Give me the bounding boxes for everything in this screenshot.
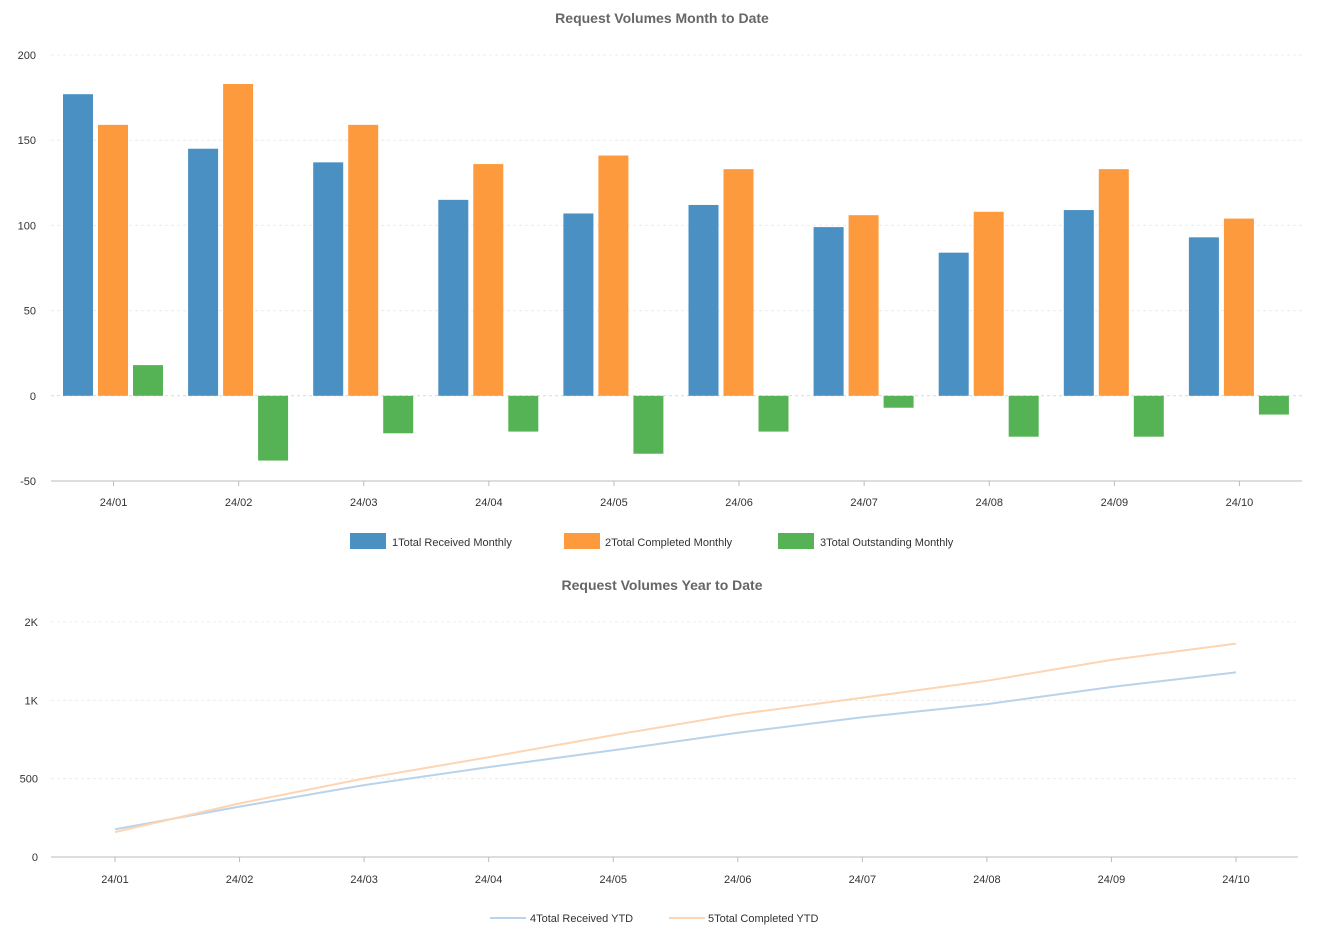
bar [598,155,629,396]
bar [383,395,414,434]
x-tick-label-monthly: 24/03 [350,497,378,509]
bar [723,169,754,396]
bar [563,213,594,396]
bar [973,211,1004,396]
bar [63,94,93,396]
legend-label: 1Total Received Monthly [392,537,512,549]
bar [813,227,844,396]
bar [438,199,469,396]
bar [473,164,504,396]
bar [508,395,539,432]
legend-label: 3Total Outstanding Monthly [820,537,954,549]
y-tick-label-monthly: -50 [20,476,36,488]
y-tick-label-monthly: 50 [24,306,36,318]
bar [1063,210,1094,396]
bar [223,83,254,396]
bar [1223,218,1254,396]
x-tick-label-monthly: 24/08 [975,497,1003,509]
x-tick-label-ytd: 24/04 [475,874,503,886]
bar [848,215,879,396]
legend-swatch [778,533,814,549]
series-line [114,671,1237,831]
bar [348,124,379,396]
bar [633,395,664,454]
legend-swatch [350,533,386,549]
y-tick-label-ytd: 0 [32,852,38,864]
x-tick-label-monthly: 24/07 [850,497,878,509]
x-tick-label-ytd: 24/01 [101,874,129,886]
chart-title-monthly: Request Volumes Month to Date [555,10,769,26]
x-tick-label-monthly: 24/10 [1226,497,1254,509]
x-tick-label-monthly: 24/09 [1101,497,1129,509]
y-tick-label-monthly: 0 [30,391,36,403]
x-tick-label-ytd: 24/08 [973,874,1001,886]
x-tick-label-ytd: 24/07 [849,874,877,886]
x-tick-label-ytd: 24/03 [350,874,378,886]
x-tick-label-ytd: 24/06 [724,874,752,886]
x-tick-label-monthly: 24/05 [600,497,628,509]
legend-label: 4Total Received YTD [530,913,633,925]
bar [1258,395,1289,415]
legend-label: 2Total Completed Monthly [605,537,733,549]
x-tick-label-monthly: 24/01 [100,497,128,509]
x-tick-label-monthly: 24/02 [225,497,253,509]
x-tick-label-ytd: 24/02 [226,874,254,886]
bar [688,204,719,396]
y-tick-label-monthly: 100 [18,220,36,232]
bar [258,395,289,461]
series-line [114,642,1237,834]
x-tick-label-ytd: 24/05 [599,874,627,886]
bar [1098,169,1129,396]
y-tick-label-monthly: 200 [18,50,36,62]
y-tick-label-ytd: 1K [25,695,39,707]
x-tick-label-ytd: 24/09 [1098,874,1126,886]
bar [188,148,219,396]
y-tick-label-ytd: 500 [20,774,38,786]
legend-swatch [564,533,600,549]
x-tick-label-monthly: 24/06 [725,497,753,509]
bar [133,365,163,396]
bar [758,395,789,432]
bar [883,395,914,408]
bar [313,162,344,396]
bar [938,252,969,396]
bar [98,124,128,396]
x-tick-label-ytd: 24/10 [1222,874,1250,886]
y-tick-label-monthly: 150 [18,135,36,147]
bar [1008,395,1039,437]
bar [1188,237,1219,396]
y-tick-label-ytd: 2K [25,617,39,629]
bar [1133,395,1164,437]
x-tick-label-monthly: 24/04 [475,497,503,509]
legend-label: 5Total Completed YTD [708,913,819,925]
chart-title-ytd: Request Volumes Year to Date [562,577,763,593]
